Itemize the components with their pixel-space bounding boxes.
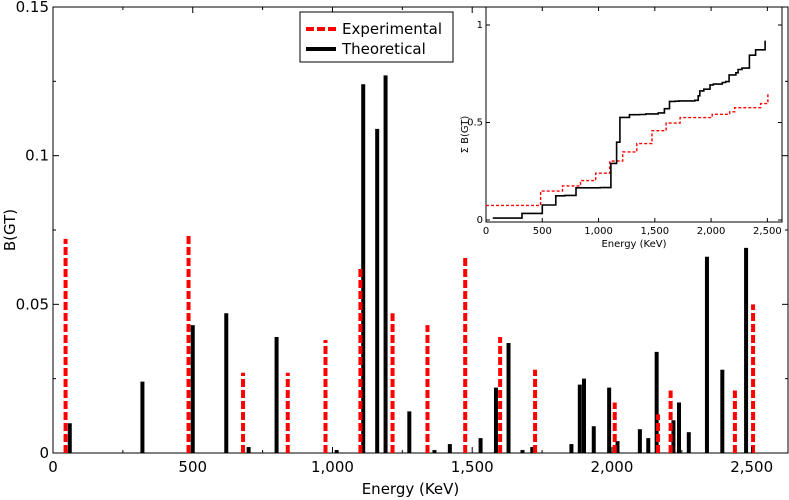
inset-y-tick-label: 0 — [477, 215, 483, 226]
inset-plot: 0 500 1,000 1,500 2,000 2,500 0 0.5 1 Energy (KeV… — [460, 6, 783, 250]
inset-x-tick-label: 2,500 — [753, 226, 782, 237]
inset-x-tick-label: 0 — [483, 226, 489, 237]
inset-x-tick-label: 1,000 — [584, 226, 613, 237]
x-tick-label: 1,500 — [451, 458, 494, 476]
x-tick-label: 500 — [178, 458, 207, 476]
legend-box — [299, 11, 454, 63]
inset-y-tick-label: 0.5 — [467, 118, 483, 129]
y-tick-label: 0.15 — [16, 0, 49, 16]
x-tick-label: 0 — [48, 458, 58, 476]
x-axis-label: Energy (KeV) — [362, 480, 460, 498]
inset-theoretical-curve — [492, 40, 766, 219]
legend-label-theoretical: Theoretical — [341, 40, 426, 58]
inset-x-tick-label: 2,000 — [697, 226, 726, 237]
inset-x-tick-label: 500 — [533, 226, 552, 237]
inset-experimental-curve — [486, 93, 769, 207]
y-tick-label: 0 — [39, 444, 49, 462]
y-tick-label: 0.05 — [16, 295, 49, 313]
inset-y-axis-label: Σ B(GT) — [460, 116, 471, 154]
y-tick-label: 0.1 — [25, 147, 49, 165]
x-tick-label: 2,500 — [730, 458, 773, 476]
inset-x-axis-label: Energy (KeV) — [601, 239, 666, 250]
x-tick-label: 1,000 — [311, 458, 354, 476]
x-tick-label: 2,000 — [590, 458, 633, 476]
legend-label-experimental: Experimental — [342, 20, 442, 38]
y-axis-label: B(GT) — [1, 209, 19, 251]
inset-y-tick-label: 1 — [477, 20, 483, 31]
inset-x-tick-label: 1,500 — [641, 226, 670, 237]
legend: Experimental Theoretical — [299, 11, 454, 63]
